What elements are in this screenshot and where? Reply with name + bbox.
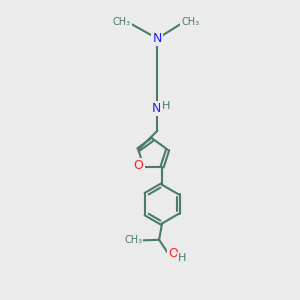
Text: H: H [178, 253, 187, 262]
Text: CH₃: CH₃ [181, 17, 199, 27]
Text: N: N [151, 102, 160, 115]
Text: N: N [153, 32, 162, 45]
Text: CH₃: CH₃ [124, 236, 142, 245]
Text: CH₃: CH₃ [113, 17, 131, 27]
Text: H: H [162, 101, 170, 111]
Text: O: O [168, 247, 178, 260]
Text: O: O [134, 159, 143, 172]
